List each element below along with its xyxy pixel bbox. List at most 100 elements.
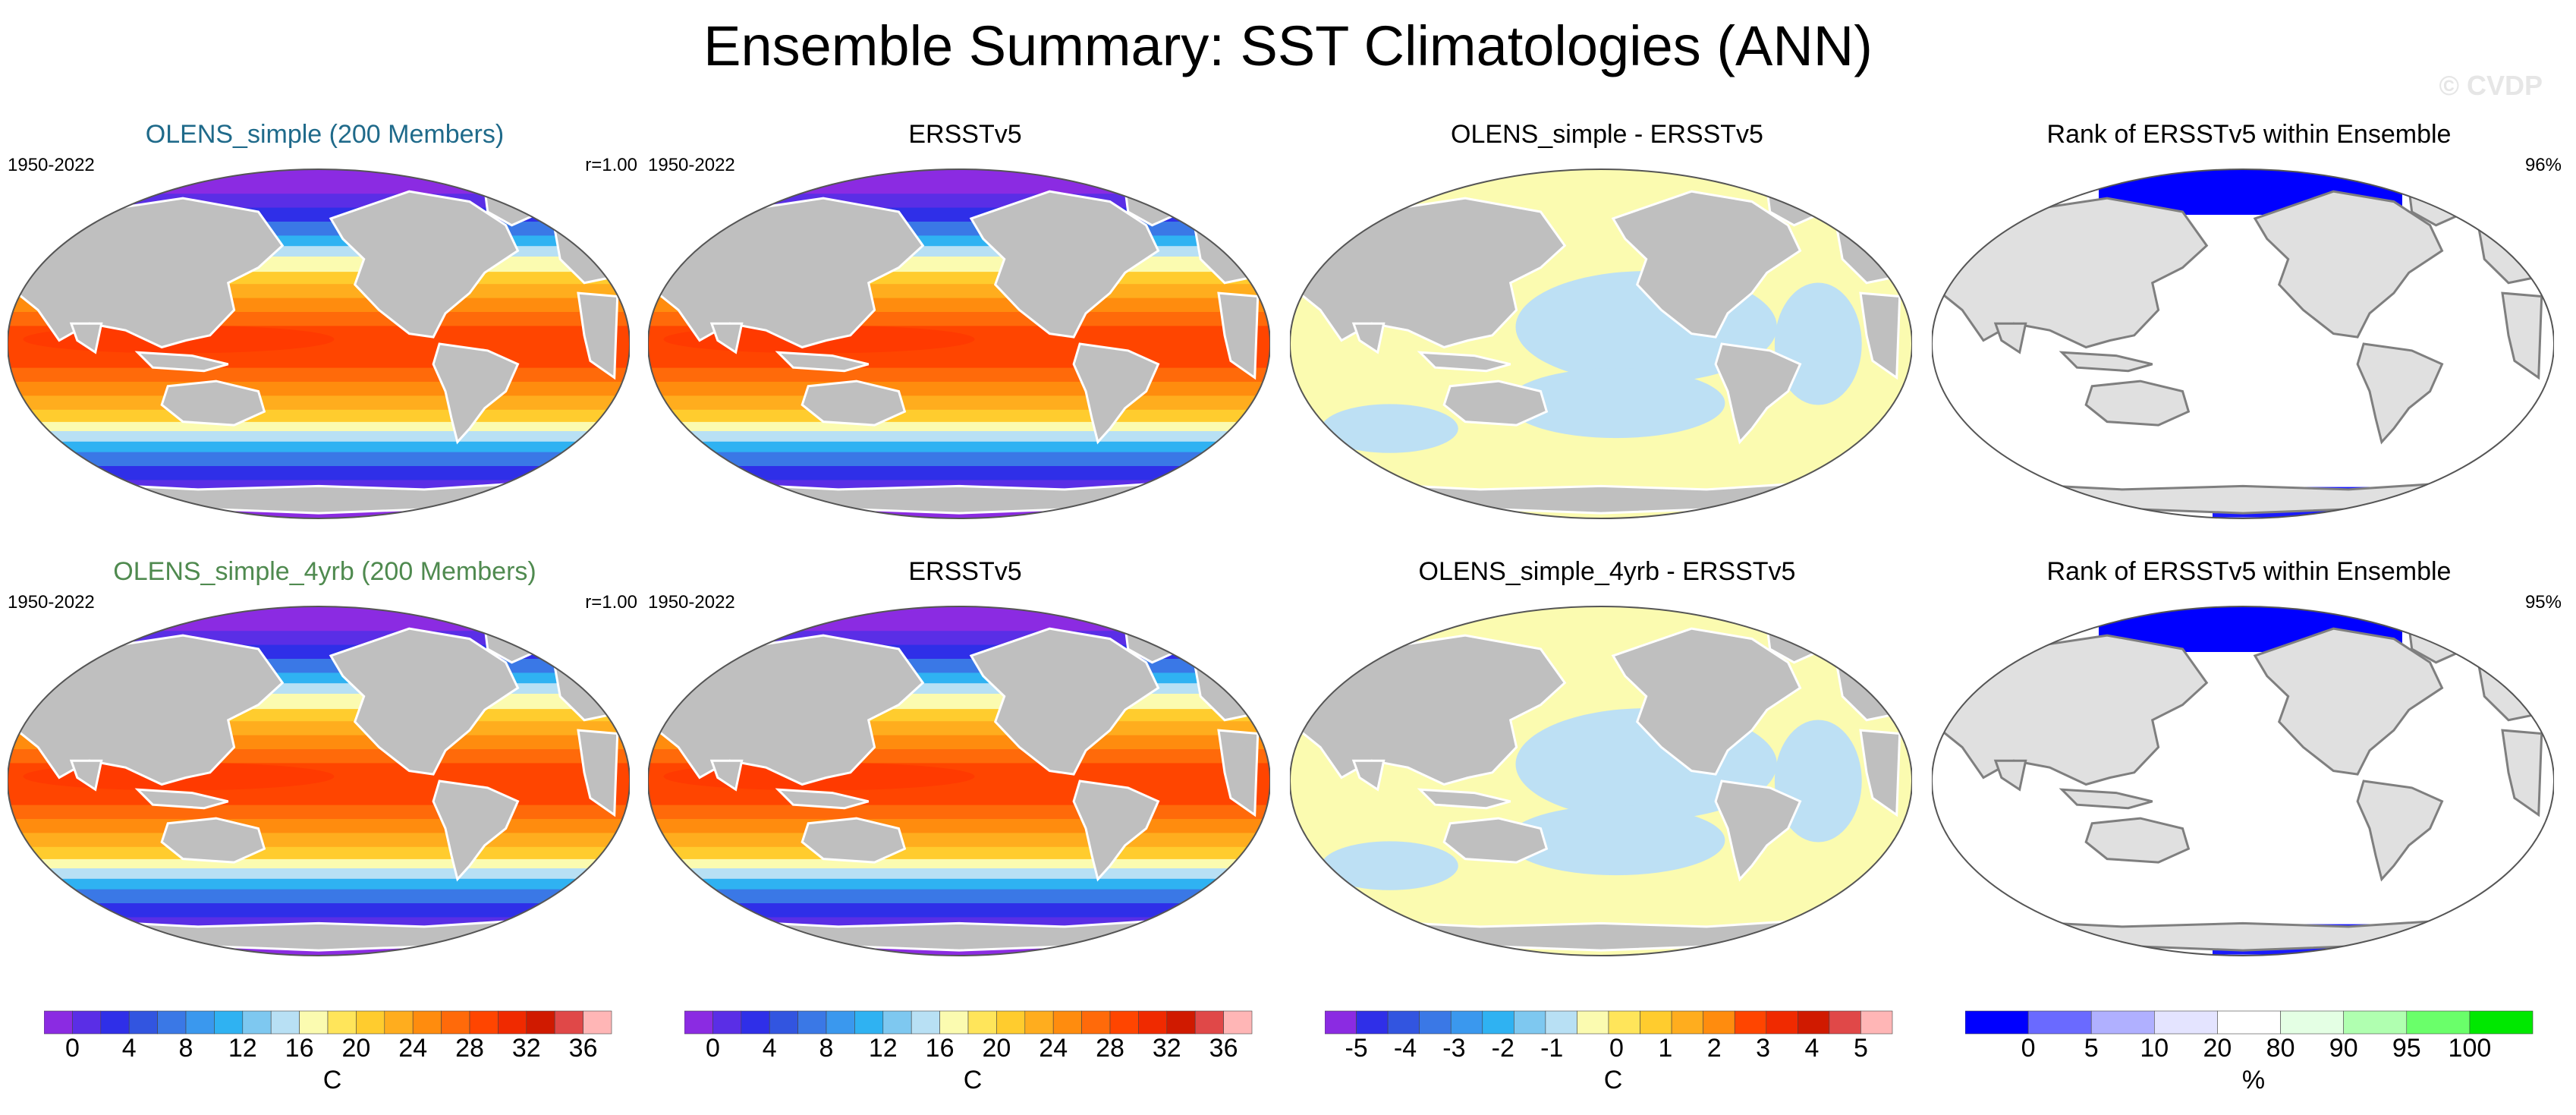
land-australia xyxy=(160,817,266,864)
land-africa xyxy=(2501,729,2543,817)
colorbar-swatch xyxy=(44,1010,73,1035)
colorbar-tick-label: 0 xyxy=(1609,1034,1624,1063)
colorbar-swatch xyxy=(741,1010,770,1035)
colorbar: 0 4 8 12 16 20 24 28 32 36 C xyxy=(44,1008,621,1099)
colorbar-swatch xyxy=(2406,1010,2471,1035)
colorbar-swatch xyxy=(1194,1010,1224,1035)
panel-title: Rank of ERSSTv5 within Ensemble xyxy=(2046,120,2452,149)
colorbar-swatch xyxy=(2217,1010,2281,1035)
colorbar-swatch xyxy=(72,1010,102,1035)
figure-title: Ensemble Summary: SST Climatologies (ANN… xyxy=(703,14,1873,77)
land-asia xyxy=(1939,197,2209,349)
colorbar-swatch xyxy=(1138,1010,1168,1035)
land-asia xyxy=(1297,634,1567,786)
colorbar-swatch xyxy=(1766,1010,1798,1035)
land-namerica xyxy=(2253,190,2444,339)
panel-title: OLENS_simple - ERSSTv5 xyxy=(1451,120,1763,149)
colorbar-swatch xyxy=(684,1010,713,1035)
colorbar-swatch xyxy=(554,1010,583,1035)
land-asia xyxy=(656,197,925,349)
colorbar-tick-label: 4 xyxy=(1805,1034,1820,1063)
map-panel: ERSSTv5 1950-2022 xyxy=(648,557,1282,982)
land-samerica xyxy=(432,780,520,882)
land-india xyxy=(709,759,744,792)
colorbar: 0 4 8 12 16 20 24 28 32 36 C xyxy=(684,1008,1261,1099)
land-indonesia xyxy=(134,351,229,373)
colorbar-swatch xyxy=(270,1010,300,1035)
land-india xyxy=(69,759,103,792)
colorbar-swatch xyxy=(939,1010,969,1035)
land-africa xyxy=(1859,291,1901,380)
colorbar: 0 5 10 20 80 90 95 100% xyxy=(1965,1008,2542,1099)
land-samerica xyxy=(1072,780,1160,882)
colorbar-swatch xyxy=(1387,1010,1420,1035)
colorbar-swatch xyxy=(1734,1010,1767,1035)
land-asia xyxy=(656,634,925,786)
world-map xyxy=(1932,169,2554,519)
map-border xyxy=(8,169,630,519)
land-india xyxy=(709,322,744,354)
panel-stat: 95% xyxy=(2524,592,2562,613)
colorbar-swatch xyxy=(826,1010,855,1035)
colorbar-tick-label: 10 xyxy=(2140,1034,2169,1063)
colorbar-swatch xyxy=(1482,1010,1514,1035)
panel-title: ERSSTv5 xyxy=(908,120,1022,149)
colorbar-swatch xyxy=(1166,1010,1196,1035)
land-antarctica xyxy=(702,481,1175,515)
panel-period: 1950-2022 xyxy=(8,592,95,613)
colorbar-tick-label: 20 xyxy=(341,1034,370,1063)
land-australia xyxy=(2084,817,2191,864)
colorbar-units: % xyxy=(2241,1066,2266,1095)
colorbar-tick-label: 5 xyxy=(1854,1034,1868,1063)
panel-stat: r=1.00 xyxy=(585,592,637,613)
panel-period: 1950-2022 xyxy=(8,155,95,175)
colorbar-swatch xyxy=(797,1010,827,1035)
colorbar-swatch xyxy=(1671,1010,1703,1035)
colorbar-swatch xyxy=(441,1010,470,1035)
colorbar-units: C xyxy=(1603,1066,1623,1095)
colorbar-tick-label: 4 xyxy=(122,1034,137,1063)
land-indonesia xyxy=(2059,788,2153,810)
colorbar-tick-label: -3 xyxy=(1442,1034,1465,1063)
colorbar-tick-label: -4 xyxy=(1394,1034,1417,1063)
colorbar-tick-label: 16 xyxy=(926,1034,955,1063)
land-asia xyxy=(1939,634,2209,786)
colorbar-swatch xyxy=(214,1010,244,1035)
colorbar-swatch xyxy=(242,1010,272,1035)
anomaly-patch xyxy=(1507,368,1725,439)
land-australia xyxy=(2084,380,2191,427)
colorbar-units: C xyxy=(963,1066,983,1095)
colorbar-tick-label: -1 xyxy=(1540,1034,1563,1063)
land-namerica xyxy=(329,627,520,776)
colorbar-tick-label: 3 xyxy=(1756,1034,1770,1063)
map-border xyxy=(1290,169,1912,519)
colorbar-tick-label: 80 xyxy=(2266,1034,2295,1063)
colorbar-swatch xyxy=(1640,1010,1672,1035)
map-panel: OLENS_simple_4yrb (200 Members) 1950-2022… xyxy=(8,557,642,982)
map-panel: ERSSTv5 1950-2022 xyxy=(648,120,1282,545)
map-border xyxy=(648,169,1270,519)
land-namerica xyxy=(329,190,520,339)
land-antarctica xyxy=(1986,481,2458,515)
colorbar-tick-label: 24 xyxy=(398,1034,427,1063)
anomaly-patch xyxy=(1321,841,1458,890)
colorbar-swatch xyxy=(412,1010,442,1035)
colorbar-swatch xyxy=(157,1010,187,1035)
colorbar-swatch xyxy=(996,1010,1026,1035)
colorbar-swatch xyxy=(2154,1010,2218,1035)
land-indonesia xyxy=(775,351,870,373)
colorbar-swatch xyxy=(911,1010,940,1035)
colorbar-swatch xyxy=(185,1010,215,1035)
colorbar-swatch xyxy=(1703,1010,1735,1035)
colorbar-tick-label: 36 xyxy=(569,1034,598,1063)
colorbar-tick-label: 8 xyxy=(179,1034,193,1063)
colorbar-tick-label: 1 xyxy=(1658,1034,1672,1063)
colorbar-swatch xyxy=(967,1010,997,1035)
land-namerica xyxy=(1611,627,1802,776)
colorbar-swatch xyxy=(712,1010,742,1035)
land-antarctica xyxy=(1344,918,1816,952)
land-australia xyxy=(800,380,907,427)
land-samerica xyxy=(2356,342,2444,445)
land-asia xyxy=(15,197,285,349)
colorbar-tick-label: 0 xyxy=(706,1034,720,1063)
